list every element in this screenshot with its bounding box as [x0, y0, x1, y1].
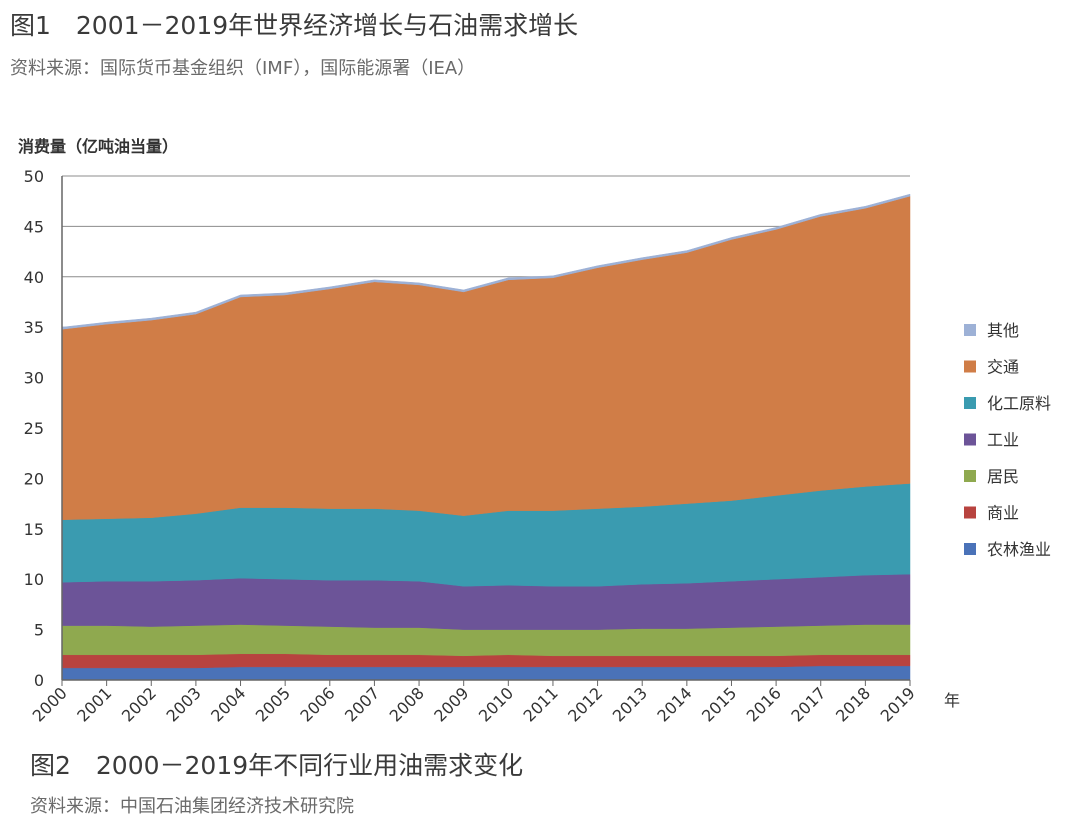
x-tick-label: 2011 [520, 683, 562, 725]
legend-label: 其他 [987, 321, 1019, 340]
x-tick-label: 2001 [73, 683, 115, 725]
x-tick-label: 2008 [386, 683, 428, 725]
x-tick-label: 2017 [787, 683, 829, 725]
legend-swatch [964, 324, 976, 336]
x-tick-label: 2019 [877, 683, 919, 725]
legend-label: 交通 [987, 358, 1019, 377]
y-tick-label: 30 [24, 369, 44, 388]
y-tick-label: 50 [24, 167, 44, 186]
x-tick-label: 2006 [296, 683, 338, 725]
x-tick-label: 2002 [118, 683, 160, 725]
area-商业 [61, 653, 911, 669]
figure2-title: 图2 2000－2019年不同行业用油需求变化 [30, 751, 524, 780]
area-其他 [61, 193, 911, 330]
legend-swatch [964, 360, 976, 373]
y-axis-label: 消费量（亿吨油当量） [18, 137, 178, 156]
x-tick-label: 2007 [341, 683, 383, 725]
x-tick-label: 2003 [162, 683, 204, 725]
legend-swatch [964, 433, 976, 446]
x-tick-label: 2016 [743, 683, 785, 725]
x-tick-label: 2004 [207, 683, 249, 725]
x-tick-label: 2010 [475, 683, 517, 725]
y-tick-label: 0 [34, 671, 44, 690]
y-tick-label: 35 [24, 318, 44, 337]
area-交通 [61, 195, 911, 520]
x-tick-label: 2009 [430, 683, 472, 725]
legend-swatch [964, 470, 976, 482]
y-tick-label: 40 [24, 268, 44, 287]
figure2-source: 资料来源：中国石油集团经济技术研究院 [30, 796, 354, 817]
y-tick-label: 45 [24, 217, 44, 236]
figure1-title: 图1 2001－2019年世界经济增长与石油需求增长 [10, 11, 579, 40]
x-tick-label: 2015 [698, 683, 740, 725]
x-axis-label: 年 [944, 691, 960, 710]
x-tick-label: 2012 [564, 683, 606, 725]
legend-swatch [964, 506, 976, 519]
legend-label: 工业 [987, 431, 1019, 450]
legend-label: 商业 [987, 504, 1019, 523]
legend-swatch [964, 543, 976, 555]
x-tick-label: 2014 [653, 683, 695, 725]
x-tick-label: 2013 [609, 683, 651, 725]
legend-label: 居民 [987, 467, 1019, 486]
y-tick-label: 10 [24, 570, 44, 589]
y-tick-label: 25 [24, 419, 44, 438]
legend-label: 农林渔业 [987, 540, 1051, 559]
x-tick-label: 2018 [832, 683, 874, 725]
x-tick-label: 2005 [252, 683, 294, 725]
y-tick-label: 15 [24, 520, 44, 539]
legend-label: 化工原料 [987, 394, 1051, 413]
legend-swatch [964, 397, 976, 409]
figure1-source: 资料来源：国际货币基金组织（IMF），国际能源署（IEA） [10, 58, 476, 79]
area-series [61, 193, 911, 681]
y-tick-label: 20 [24, 469, 44, 488]
y-tick-label: 5 [34, 621, 44, 640]
